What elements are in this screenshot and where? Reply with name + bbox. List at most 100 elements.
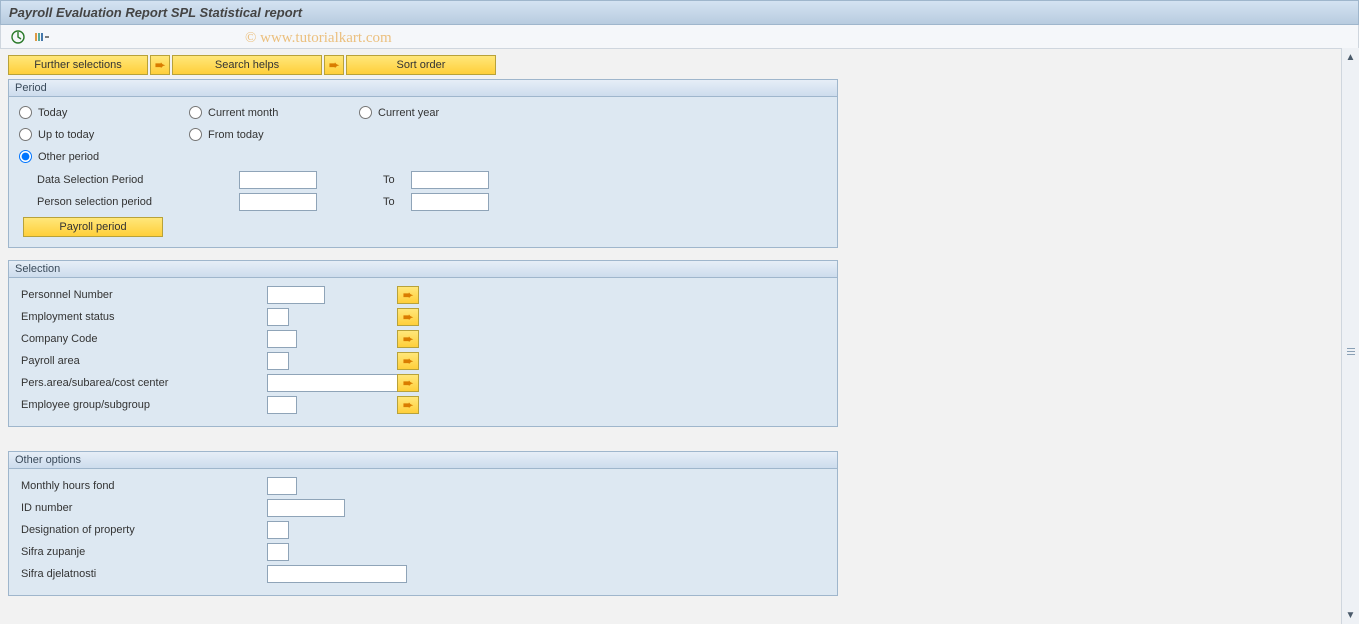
selection-field-input[interactable] [267,286,325,304]
payroll-period-label: Payroll period [59,221,126,233]
radio-current-month-label: Current month [208,107,278,119]
radio-other-period-input[interactable] [19,150,32,163]
selection-field-input[interactable] [267,308,289,326]
variant-icon[interactable] [33,29,51,45]
other-option-label: ID number [19,502,267,514]
period-group-title: Period [9,80,837,97]
payroll-period-button[interactable]: Payroll period [23,217,163,237]
radio-from-today-label: From today [208,129,264,141]
arrow-right-icon: ➨ [403,332,413,346]
scroll-up-icon[interactable]: ▲ [1344,50,1358,64]
page-title: Payroll Evaluation Report SPL Statistica… [9,5,302,20]
to-label-2: To [377,196,411,208]
search-helps-button[interactable]: Search helps [172,55,322,75]
radio-other-period[interactable]: Other period [19,150,99,163]
person-selection-from-input[interactable] [239,193,317,211]
to-label-1: To [377,174,411,186]
radio-current-year[interactable]: Current year [359,106,439,119]
other-option-label: Sifra zupanje [19,546,267,558]
selection-field-label: Employee group/subgroup [19,399,267,411]
app-toolbar [0,25,1359,49]
radio-current-month[interactable]: Current month [189,106,278,119]
other-option-row: Designation of property [19,519,827,541]
data-selection-period-label: Data Selection Period [19,174,239,186]
data-selection-to-input[interactable] [411,171,489,189]
radio-other-period-label: Other period [38,151,99,163]
sort-order-button[interactable]: Sort order [346,55,496,75]
radio-today-input[interactable] [19,106,32,119]
radio-up-to-today-input[interactable] [19,128,32,141]
sort-order-label: Sort order [397,59,446,71]
multiple-selection-button[interactable]: ➨ [397,396,419,414]
person-selection-period-label: Person selection period [19,196,239,208]
other-options-title: Other options [9,452,837,469]
other-option-row: Sifra djelatnosti [19,563,827,585]
selection-buttons-row: Further selections ➨ Search helps ➨ Sort… [8,55,1351,75]
multiple-selection-button[interactable]: ➨ [397,374,419,392]
selection-row: Company Code ➨ [19,328,827,350]
radio-current-month-input[interactable] [189,106,202,119]
radio-today-label: Today [38,107,67,119]
arrow-right-icon: ➨ [403,310,413,324]
multiple-selection-button[interactable]: ➨ [397,330,419,348]
arrow-right-icon: ➨ [403,288,413,302]
arrow-right-icon: ➨ [403,376,413,390]
search-helps-label: Search helps [215,59,279,71]
radio-up-to-today-label: Up to today [38,129,94,141]
selection-field-input[interactable] [267,396,297,414]
multiple-selection-button[interactable]: ➨ [397,286,419,304]
period-group: Period Today Current month [8,79,838,248]
selection-row: Payroll area ➨ [19,350,827,372]
other-option-row: Sifra zupanje [19,541,827,563]
other-option-label: Sifra djelatnosti [19,568,267,580]
selection-row: Employee group/subgroup ➨ [19,394,827,416]
multiple-selection-button[interactable]: ➨ [397,352,419,370]
other-option-row: Monthly hours fond [19,475,827,497]
selection-field-label: Employment status [19,311,267,323]
other-option-input[interactable] [267,499,345,517]
other-option-input[interactable] [267,521,289,539]
other-option-input[interactable] [267,543,289,561]
data-selection-from-input[interactable] [239,171,317,189]
selection-field-input[interactable] [267,374,407,392]
search-helps-arrow[interactable]: ➨ [150,55,170,75]
selection-field-label: Payroll area [19,355,267,367]
arrow-right-icon: ➨ [403,354,413,368]
selection-field-input[interactable] [267,352,289,370]
selection-field-label: Personnel Number [19,289,267,301]
multiple-selection-button[interactable]: ➨ [397,308,419,326]
execute-icon[interactable] [9,29,27,45]
selection-row: Personnel Number ➨ [19,284,827,306]
selection-field-label: Pers.area/subarea/cost center [19,377,267,389]
vertical-scrollbar[interactable]: ▲ ▼ [1341,48,1359,624]
selection-row: Employment status ➨ [19,306,827,328]
selection-group: Selection Personnel Number➨Employment st… [8,260,838,427]
selection-row: Pers.area/subarea/cost center ➨ [19,372,827,394]
other-options-group: Other options Monthly hours fond ID numbe… [8,451,838,596]
content-area: Further selections ➨ Search helps ➨ Sort… [0,49,1359,624]
title-bar: Payroll Evaluation Report SPL Statistica… [0,0,1359,25]
scroll-grip[interactable] [1347,336,1355,366]
arrow-right-icon: ➨ [403,398,413,412]
other-option-input[interactable] [267,565,407,583]
sort-order-arrow[interactable]: ➨ [324,55,344,75]
radio-today[interactable]: Today [19,106,67,119]
other-option-row: ID number [19,497,827,519]
other-option-label: Designation of property [19,524,267,536]
person-selection-to-input[interactable] [411,193,489,211]
scroll-down-icon[interactable]: ▼ [1344,608,1358,622]
arrow-right-icon: ➨ [155,58,165,72]
radio-from-today-input[interactable] [189,128,202,141]
selection-field-label: Company Code [19,333,267,345]
further-selections-label: Further selections [34,59,121,71]
radio-up-to-today[interactable]: Up to today [19,128,94,141]
radio-current-year-input[interactable] [359,106,372,119]
other-option-label: Monthly hours fond [19,480,267,492]
other-option-input[interactable] [267,477,297,495]
further-selections-button[interactable]: Further selections [8,55,148,75]
selection-field-input[interactable] [267,330,297,348]
radio-from-today[interactable]: From today [189,128,264,141]
radio-current-year-label: Current year [378,107,439,119]
selection-group-title: Selection [9,261,837,278]
arrow-right-icon: ➨ [329,58,339,72]
